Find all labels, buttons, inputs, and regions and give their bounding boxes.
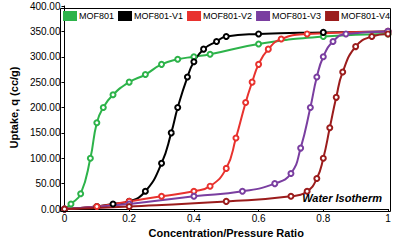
svg-text:300.00: 300.00	[30, 51, 61, 62]
svg-text:350.00: 350.00	[30, 26, 61, 37]
svg-text:150.00: 150.00	[30, 127, 61, 138]
svg-text:0.8: 0.8	[316, 213, 330, 224]
svg-text:100.00: 100.00	[30, 153, 61, 164]
svg-text:250.00: 250.00	[30, 77, 61, 88]
svg-text:0.6: 0.6	[252, 213, 266, 224]
svg-text:MOF801-V2: MOF801-V2	[203, 11, 252, 21]
svg-text:0.2: 0.2	[122, 213, 136, 224]
svg-text:0: 0	[62, 213, 68, 224]
svg-text:Uptake, q (cc/g): Uptake, q (cc/g)	[8, 66, 20, 148]
svg-text:MOF801-V3: MOF801-V3	[272, 11, 321, 21]
svg-text:Concentration/Pressure Ratio: Concentration/Pressure Ratio	[149, 227, 305, 239]
svg-text:0.4: 0.4	[187, 213, 201, 224]
svg-text:MOF801-V1: MOF801-V1	[134, 11, 183, 21]
svg-text:50.00: 50.00	[35, 178, 60, 189]
svg-text:MOF801: MOF801	[79, 11, 114, 21]
svg-text:0.00: 0.00	[41, 204, 61, 215]
svg-text:400.00: 400.00	[30, 1, 61, 12]
svg-text:MOF801-V4: MOF801-V4	[341, 11, 390, 21]
svg-text:200.00: 200.00	[30, 102, 61, 113]
svg-text:1: 1	[385, 213, 391, 224]
svg-text:Water Isotherm: Water Isotherm	[302, 192, 382, 204]
